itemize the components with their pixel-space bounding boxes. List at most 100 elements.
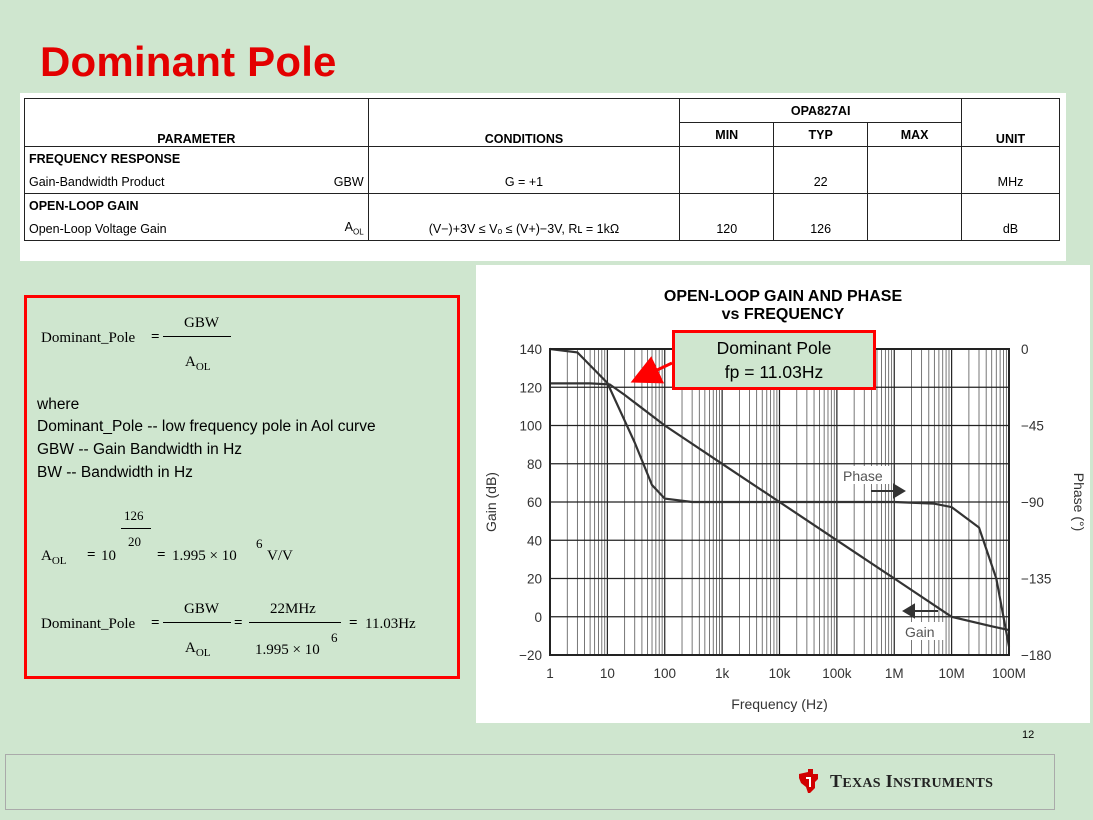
param-unit: MHz [961,170,1060,194]
y-tick-label: 40 [527,533,542,548]
section-open-loop-gain: OPEN-LOOP GAIN [24,193,369,217]
gain-arrow [902,603,938,619]
where-label: where [37,396,80,413]
result-eq: = [151,615,160,631]
param-name: Open-Loop Voltage Gain [24,217,271,241]
aol-eq: = [87,547,96,563]
y2-tick-label: −135 [1021,572,1051,587]
gain-label: Gain [905,624,935,640]
x-tick-label: 1k [715,666,730,681]
dominant-pole-callout: Dominant Pole fp = 11.03Hz [672,330,876,390]
page-number: 12 [1022,729,1035,741]
param-conditions: G = +1 [367,170,681,194]
y2-tick-label: −45 [1021,419,1044,434]
param-symbol: GBW [270,170,369,194]
definition-bw: BW -- Bandwidth in Hz [37,464,193,481]
y-tick-label: 100 [519,419,542,434]
result-eq3: = [349,615,358,631]
aol-result-exp: 6 [256,536,263,551]
fraction-line [163,336,231,337]
y2-tick-label: −90 [1021,495,1044,510]
param-typ: 126 [773,217,869,241]
footer-bar [5,754,1055,810]
y2-axis-label: Phase (°) [1071,473,1087,532]
x-tick-label: 10 [600,666,615,681]
result-den2: 1.995 × 10 [255,642,320,658]
x-tick-label: 100M [992,666,1026,681]
param-max [867,217,963,241]
definition-gbw: GBW -- Gain Bandwidth in Hz [37,441,243,458]
aol-base: 10 [101,548,116,564]
y-tick-label: 60 [527,495,542,510]
header-min: MIN [679,122,775,147]
ti-logo: TEXAS INSTRUMENTS [796,768,993,794]
header-typ: TYP [773,122,869,147]
y-tick-label: −20 [519,648,542,663]
callout-line1: Dominant Pole [716,338,832,358]
header-parameter: PARAMETER [24,98,369,147]
result-lhs: Dominant_Pole [41,616,136,632]
header-unit: UNIT [961,98,1060,147]
param-unit: dB [961,217,1060,241]
ti-logo-icon [799,769,818,793]
aol-unit: V/V [267,548,293,564]
aol-exp-den: 20 [128,534,141,549]
param-name: Gain-Bandwidth Product [24,170,271,194]
formula-box: Dominant_Pole = GBW AOL where Dominant_P… [24,295,460,679]
phase-series [549,347,1011,647]
param-min [679,170,775,194]
phase-label: Phase [843,468,883,484]
result-den: AOL [185,640,211,659]
phase-arrow [871,483,906,499]
x-tick-label: 1M [885,666,904,681]
y-tick-label: 80 [527,457,542,472]
y-axis-label: Gain (dB) [483,472,499,532]
result-num: GBW [184,601,219,617]
result-num2: 22MHz [270,601,316,617]
formula-den: AOL [185,354,211,373]
ti-brand-text: TEXAS INSTRUMENTS [830,770,994,791]
callout-line2: fp = 11.03Hz [724,362,824,382]
y2-tick-label: 0 [1021,342,1029,357]
aol-exp-num: 126 [124,508,144,523]
aol-result: 1.995 × 10 [172,548,237,564]
slide-title: Dominant Pole [40,38,337,85]
y2-tick-label: −180 [1021,648,1051,663]
y-tick-label: 0 [534,610,542,625]
header-max: MAX [867,122,963,147]
result-eq2: = [234,615,243,631]
spec-table-panel: PARAMETER CONDITIONS OPA827AI UNIT MIN T… [20,93,1066,261]
param-conditions: (V−)+3V ≤ Vₒ ≤ (V+)−3V, Rʟ = 1kΩ [367,217,681,241]
aol-label: AOL [41,548,67,567]
y-tick-label: 120 [519,380,542,395]
chart-svg: 1 10 100 1k 10k 100k 1M 10M 100M 140 120 100 80 60 40 2… [483,342,1087,712]
aol-eq2: = [157,547,166,563]
phase-label-bg [840,466,890,484]
gain-label-bg [902,622,944,640]
exp-fraction-line [121,528,151,529]
param-typ: 22 [773,170,869,194]
x-tick-label: 10k [769,666,791,681]
formula-num: GBW [184,315,219,331]
header-conditions: CONDITIONS [367,98,681,147]
x-tick-label: 10M [938,666,964,681]
param-min: 120 [679,217,775,241]
fraction-line [249,622,341,623]
y-tick-label: 140 [519,342,542,357]
formula-lhs: Dominant_Pole [41,330,136,346]
spec-table: PARAMETER CONDITIONS OPA827AI UNIT MIN T… [24,98,1060,241]
header-device: OPA827AI [679,98,963,123]
fraction-line [163,622,231,623]
param-symbol: AOL [270,217,369,241]
x-tick-label: 100k [822,666,852,681]
chart-title: OPEN-LOOP GAIN AND PHASE [663,288,903,305]
x-tick-label: 1 [546,666,554,681]
gain-series [550,382,1010,632]
definition-dominant-pole: Dominant_Pole -- low frequency pole in A… [37,418,376,435]
y-tick-label: 20 [527,572,542,587]
result-value: 11.03Hz [365,616,416,632]
x-axis-label: Frequency (Hz) [731,696,827,712]
chart-subtitle: vs FREQUENCY [721,306,845,323]
formula-eq: = [151,329,160,345]
section-frequency-response: FREQUENCY RESPONSE [24,146,369,170]
